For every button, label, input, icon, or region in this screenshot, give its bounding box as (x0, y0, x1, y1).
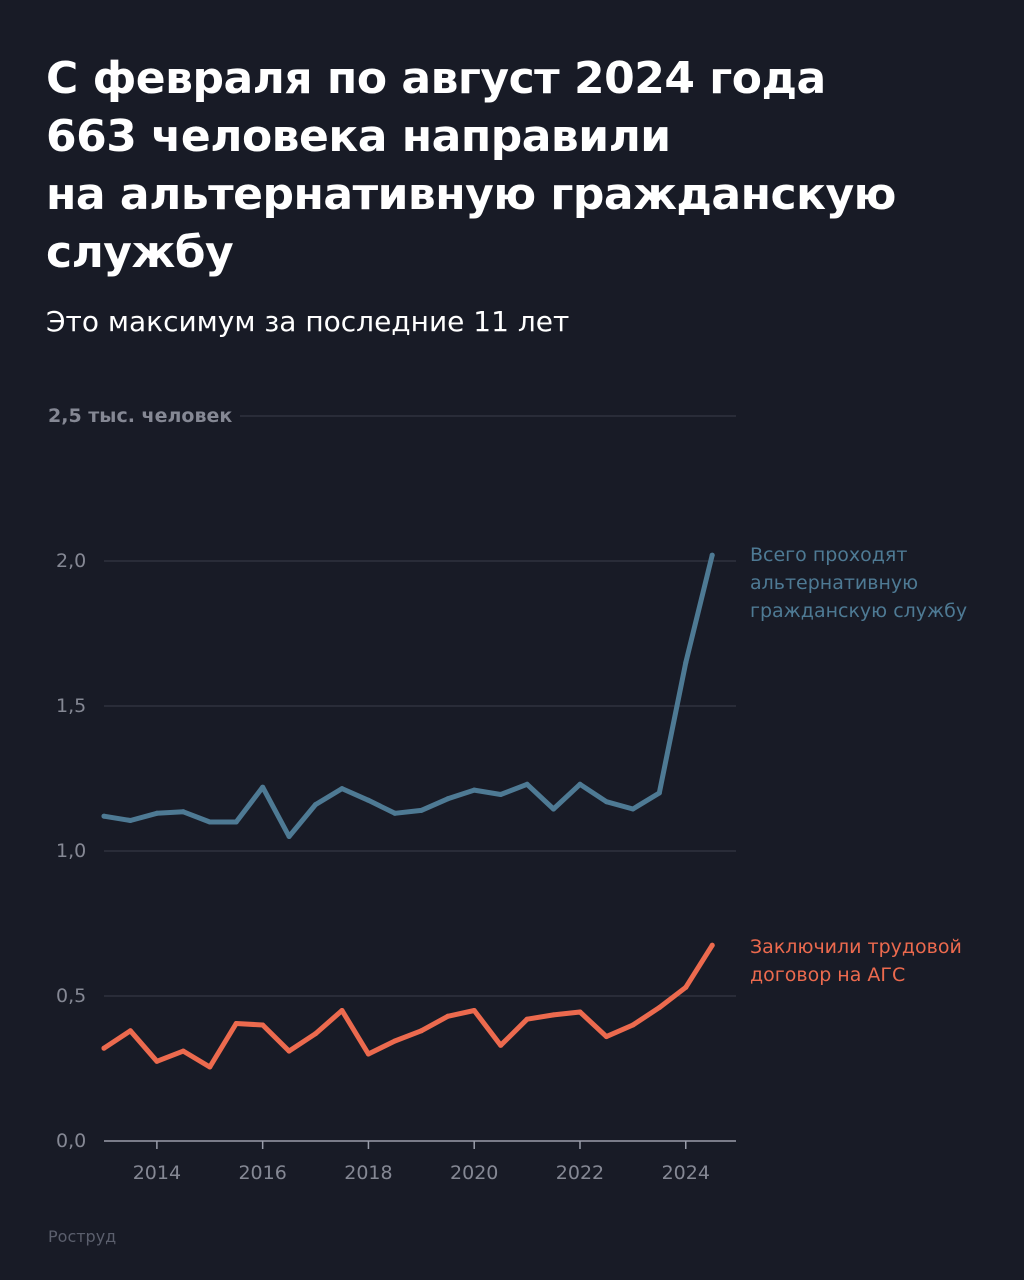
series-label-line: Всего проходят (750, 544, 907, 566)
data-point (445, 1013, 451, 1019)
data-point (709, 552, 715, 558)
y-tick-label: 2,0 (56, 550, 86, 572)
series-label-line: договор на АГС (750, 964, 905, 986)
series-label-line: Заключили трудовой (750, 936, 962, 958)
data-point (101, 813, 107, 819)
series-line-contract (101, 942, 715, 1070)
data-point (603, 799, 609, 805)
data-point (656, 1005, 662, 1011)
y-axis-unit-label: 2,5 тыс. человек (48, 405, 232, 427)
x-tick-label: 2018 (344, 1162, 392, 1184)
data-point (365, 797, 371, 803)
y-tick-label: 1,5 (56, 695, 86, 717)
data-point (207, 819, 213, 825)
data-point (498, 792, 504, 797)
series-label-contract: Заключили трудовой договор на АГС (750, 936, 962, 986)
data-point (656, 790, 662, 796)
data-point (524, 1016, 530, 1022)
data-point (392, 1038, 398, 1044)
y-tick-label: 0,5 (56, 985, 86, 1007)
data-point (630, 806, 636, 812)
data-point (365, 1051, 371, 1057)
chart-title: С февраля по август 2024 года 663 челове… (46, 50, 986, 282)
series-label-line: гражданскую службу (750, 600, 967, 622)
data-point (339, 1008, 345, 1013)
data-point (154, 1058, 160, 1064)
y-tick-label: 0,0 (56, 1130, 86, 1152)
data-point (577, 781, 583, 787)
data-point (286, 834, 292, 839)
data-point (418, 807, 424, 813)
data-point (233, 819, 239, 825)
series-label-total: Всего проходят альтернативную гражданскую … (750, 544, 967, 622)
data-point (603, 1034, 609, 1040)
x-tick-label: 2024 (662, 1162, 710, 1184)
data-point (339, 786, 345, 792)
data-point (577, 1009, 583, 1015)
series-label-layer: Всего проходят альтернативную гражданскую … (750, 544, 967, 986)
line-chart: 2,5 тыс. человек 0,0 0,5 1,0 1,5 2,0 2014 2016 2… (48, 405, 967, 1184)
x-tick-label: 2020 (450, 1162, 498, 1184)
data-point (260, 784, 266, 790)
series-layer (101, 552, 715, 1070)
x-tick-label: 2022 (556, 1162, 604, 1184)
title-line: 663 человека направили (46, 111, 671, 162)
data-point (180, 1048, 186, 1054)
data-point (286, 1048, 292, 1054)
data-point (233, 1021, 239, 1026)
data-point (630, 1022, 636, 1028)
axis-layer: 2,5 тыс. человек 0,0 0,5 1,0 1,5 2,0 2014 2016 2… (48, 405, 736, 1184)
series-label-line: альтернативную (750, 572, 918, 594)
data-point (683, 984, 689, 990)
data-point (418, 1028, 424, 1034)
grid-layer (104, 415, 736, 997)
data-point (127, 1028, 133, 1034)
data-point (313, 802, 318, 808)
data-point (154, 810, 160, 816)
data-point (683, 660, 689, 665)
data-point (551, 1012, 556, 1018)
y-tick-label: 1,0 (56, 840, 86, 862)
chart-subtitle: Это максимум за последние 11 лет (46, 305, 570, 338)
data-point (445, 796, 451, 802)
data-point (471, 1008, 477, 1013)
data-point (551, 806, 556, 812)
x-tick-label: 2014 (133, 1162, 181, 1184)
data-point (313, 1031, 318, 1037)
title-line: службу (46, 227, 234, 278)
data-point (207, 1064, 213, 1070)
title-line: С февраля по август 2024 года (46, 53, 826, 104)
data-point (524, 781, 530, 787)
x-tick-label: 2016 (238, 1162, 286, 1184)
data-point (471, 787, 477, 793)
data-point (498, 1042, 504, 1048)
data-point (709, 942, 715, 948)
series-line-total (101, 552, 715, 839)
data-point (101, 1045, 107, 1051)
title-line: на альтернативную гражданскую (46, 169, 896, 220)
data-point (127, 818, 133, 823)
source-note: Роструд (48, 1227, 117, 1246)
data-point (392, 810, 398, 816)
data-point (180, 809, 186, 815)
data-point (260, 1022, 266, 1028)
